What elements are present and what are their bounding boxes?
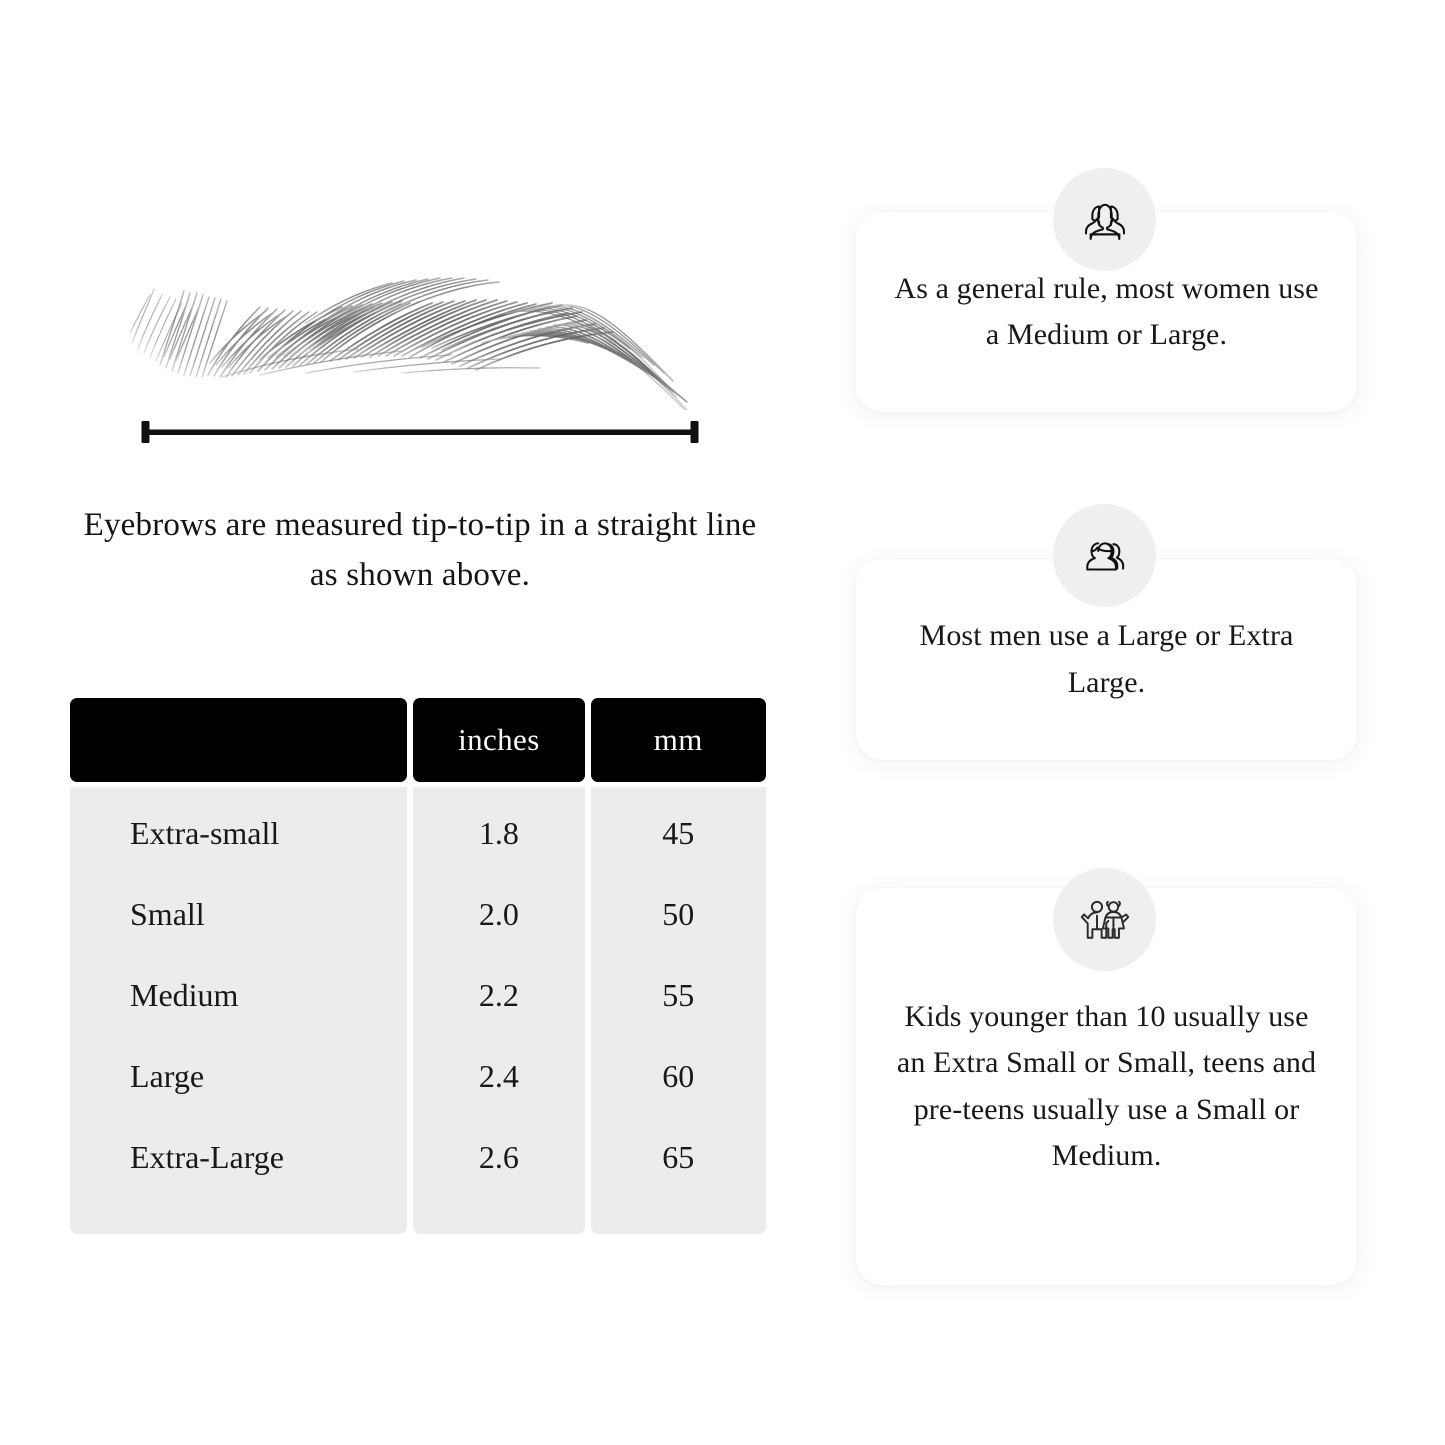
info-card-men-text: Most men use a Large or Extra Large. [919,619,1294,699]
kids-icon [1053,868,1156,971]
table-cell-size: Medium [130,977,239,1013]
table-cell-size: Large [130,1058,205,1094]
table-header-size [70,698,408,782]
men-group-icon [1053,504,1156,607]
women-group-icon [1053,168,1156,271]
table-header-row: inches mm [70,698,766,782]
table-header-mm: mm [590,698,766,782]
table-cell-inches: 1.8 [478,815,519,851]
table-cell-mm: 60 [662,1058,695,1094]
table-cell-inches: 2.2 [478,977,519,1013]
table-body: Extra-small Small Medium Large Extra-Lar… [70,787,766,1234]
table-cell-mm: 55 [662,977,695,1013]
table-column-size: Extra-small Small Medium Large Extra-Lar… [70,787,408,1234]
table-cell-size: Extra-Large [130,1139,284,1175]
table-cell-size: Extra-small [130,815,280,851]
table-cell-mm: 65 [662,1139,695,1175]
info-card-kids-text: Kids younger than 10 usually use an Extr… [896,999,1317,1173]
figure-caption: Eyebrows are measured tip-to-tip in a st… [83,507,757,594]
table-column-inches: 1.8 2.0 2.2 2.4 2.6 [413,787,585,1234]
tip-to-tip-measurement-bar [140,415,700,449]
info-card-women-text: As a general rule, most women use a Medi… [894,271,1319,352]
table-cell-inches: 2.4 [478,1058,519,1094]
left-column: Eyebrows are measured tip-to-tip in a st… [70,225,766,1234]
right-column: As a general rule, most women use a Medi… [800,0,1445,1445]
table-cell-mm: 50 [662,896,695,932]
table-cell-size: Small [130,896,205,932]
table-cell-mm: 45 [662,815,695,851]
eyebrow-illustration [110,225,730,410]
table-header-inches: inches [413,698,585,782]
table-cell-inches: 2.0 [478,896,519,932]
table-cell-inches: 2.6 [478,1139,519,1175]
table-column-mm: 45 50 55 60 65 [590,787,766,1234]
info-card-kids: Kids younger than 10 usually use an Extr… [856,888,1357,1285]
size-table: inches mm Extra-small Small Medium Large… [70,698,766,1234]
